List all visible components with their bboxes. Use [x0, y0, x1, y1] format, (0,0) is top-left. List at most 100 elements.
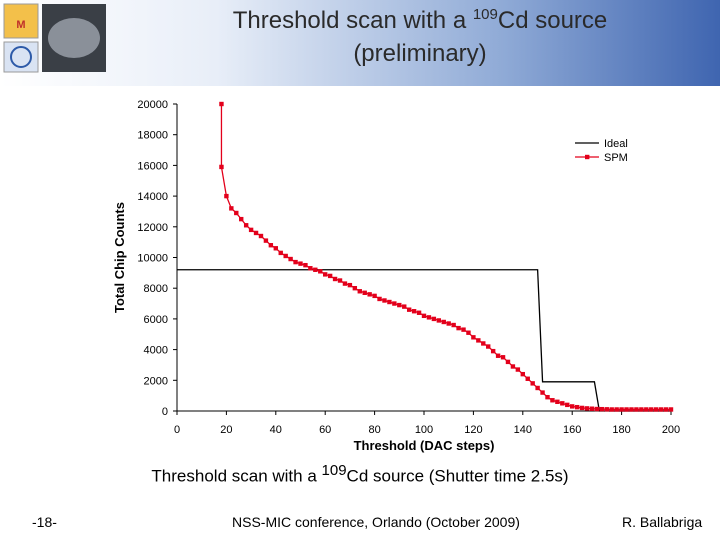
x-tick-label: 200: [662, 424, 680, 436]
x-tick-label: 140: [514, 424, 532, 436]
marker: [293, 259, 298, 265]
marker: [382, 298, 387, 303]
marker: [402, 304, 407, 309]
x-tick-label: 60: [319, 424, 331, 436]
marker: [421, 313, 427, 319]
x-tick-label: 100: [415, 424, 433, 436]
marker: [490, 348, 496, 354]
logo-ring: [10, 46, 32, 68]
marker: [426, 315, 432, 320]
x-tick-label: 40: [270, 424, 282, 436]
marker: [599, 406, 605, 412]
title-line1: Threshold scan with a 109Cd source: [120, 6, 720, 35]
marker: [649, 407, 654, 412]
marker: [332, 276, 338, 282]
marker: [352, 286, 358, 291]
marker: [337, 278, 343, 283]
marker: [387, 299, 392, 305]
marker: [668, 407, 674, 412]
marker: [239, 216, 244, 222]
marker: [520, 371, 525, 377]
marker: [268, 243, 274, 248]
marker: [515, 367, 521, 372]
x-tick-label: 160: [563, 424, 581, 436]
marker: [263, 238, 269, 243]
y-tick-label: 8000: [144, 283, 168, 295]
marker: [441, 319, 446, 325]
marker: [248, 227, 254, 233]
marker: [560, 401, 565, 406]
marker: [658, 407, 664, 412]
footer-conference: NSS-MIC conference, Orlando (October 200…: [232, 514, 520, 530]
marker: [629, 407, 634, 412]
marker: [579, 405, 585, 411]
title-line2: (preliminary): [353, 40, 487, 67]
marker: [624, 407, 629, 412]
marker: [273, 246, 278, 251]
marker: [535, 385, 540, 391]
x-tick-label: 80: [368, 424, 380, 436]
marker: [540, 390, 545, 395]
caption-sup: 109: [321, 462, 347, 479]
header: M Threshold scan with a 109Cd source (pr…: [0, 0, 720, 86]
caption: Threshold scan with a 109Cd source (Shut…: [0, 462, 720, 487]
caption-text: Threshold scan with a: [151, 466, 322, 486]
marker: [313, 267, 318, 272]
logos: M: [3, 3, 106, 73]
marker: [574, 404, 580, 410]
marker: [510, 364, 516, 369]
marker: [446, 321, 451, 326]
marker: [639, 407, 644, 412]
title-sup: 109: [472, 6, 498, 23]
marker: [609, 407, 614, 412]
marker: [308, 266, 313, 271]
marker: [253, 230, 259, 236]
marker: [372, 293, 377, 299]
marker: [347, 282, 353, 288]
legend-label: Ideal: [604, 138, 628, 150]
y-tick-label: 12000: [137, 222, 168, 234]
caption-text: Cd source (Shutter time 2.5s): [346, 466, 569, 486]
x-tick-label: 0: [174, 424, 180, 436]
marker: [663, 407, 669, 412]
marker: [431, 316, 437, 322]
marker: [550, 398, 555, 403]
y-tick-label: 2000: [144, 375, 168, 387]
marker: [570, 404, 575, 409]
marker: [604, 407, 609, 412]
footer-author: R. Ballabriga: [622, 514, 703, 530]
legend-label: SPM: [604, 152, 628, 164]
chart: 0200040006000800010000120001400016000180…: [112, 99, 680, 453]
marker: [224, 193, 229, 199]
marker: [303, 262, 308, 268]
marker: [545, 394, 550, 400]
marker: [219, 101, 224, 107]
marker: [327, 273, 333, 279]
marker: [644, 407, 649, 412]
marker: [362, 290, 367, 296]
y-tick-label: 16000: [137, 160, 168, 172]
marker: [481, 341, 486, 346]
marker: [298, 261, 303, 266]
y-tick-label: 14000: [137, 191, 168, 203]
marker: [565, 402, 570, 408]
x-tick-label: 120: [464, 424, 482, 436]
marker: [411, 309, 417, 314]
marker: [505, 359, 511, 365]
marker: [653, 407, 659, 412]
marker: [584, 406, 590, 411]
title-text: Cd source: [497, 7, 608, 34]
marker: [495, 353, 501, 358]
marker: [377, 296, 382, 302]
marker: [589, 406, 595, 411]
marker: [416, 310, 422, 315]
page-number: -18-: [32, 514, 57, 530]
logo-letter: M: [16, 19, 25, 31]
y-tick-label: 4000: [144, 345, 168, 357]
marker: [323, 272, 328, 277]
y-tick-label: 10000: [137, 253, 168, 265]
y-tick-label: 18000: [137, 130, 168, 142]
marker: [243, 223, 249, 228]
marker: [614, 407, 619, 412]
marker: [476, 338, 481, 343]
